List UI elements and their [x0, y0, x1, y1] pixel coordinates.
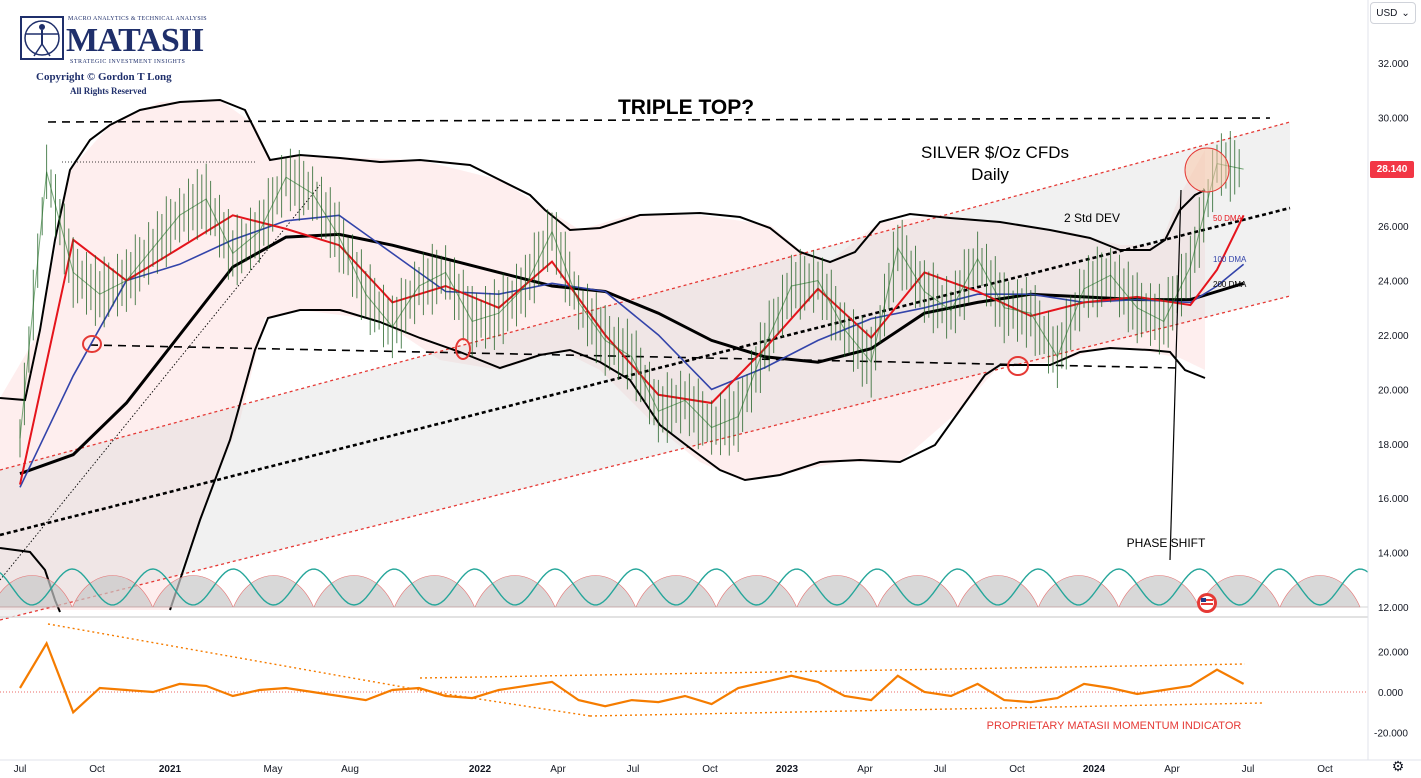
chevron-down-icon: ⌄ [1401, 7, 1410, 19]
y-tick-label: 12.000 [1378, 603, 1409, 614]
triple-top-heading: TRIPLE TOP? [618, 96, 754, 119]
logo-copyright: Copyright © Gordon T Long [36, 71, 172, 83]
logo-rights: All Rights Reserved [70, 86, 147, 96]
cycle-hump [313, 575, 395, 608]
x-tick-label: Jul [934, 764, 947, 775]
trend-dotted-thin [0, 184, 321, 581]
x-tick-label: Jul [627, 764, 640, 775]
momentum-upper-trend-2 [419, 663, 1246, 679]
currency-label: USD [1376, 7, 1398, 19]
low-marker-2 [455, 338, 471, 360]
momentum-upper-trend [47, 623, 421, 691]
phase-shift-line [1169, 189, 1182, 561]
cycle-hump [555, 575, 636, 608]
x-tick-label: 2023 [776, 764, 799, 775]
cycle-hump [394, 575, 475, 608]
chart-title: SILVER $/Oz CFDs [921, 143, 1069, 162]
x-tick-label: Apr [857, 764, 873, 775]
x-tick-label: Aug [341, 764, 359, 775]
chart-subtitle: Daily [971, 165, 1009, 184]
x-tick-label: Apr [1164, 764, 1180, 775]
x-tick-label: 2021 [159, 764, 182, 775]
cycle-hump [152, 575, 234, 608]
vitruvian-emblem-icon [20, 16, 64, 60]
last-price-tag: 28.140 [1370, 161, 1414, 178]
matasii-logo: MACRO ANALYTICS & TECHNICAL ANALYSIS MAT… [18, 14, 208, 102]
momentum-lower-trend-2 [589, 702, 1263, 717]
y-tick-label: 32.000 [1378, 59, 1409, 70]
x-tick-label: 2024 [1083, 764, 1106, 775]
momentum-lower-trend [419, 689, 591, 717]
cycle-hump [474, 575, 556, 608]
cycle-hump [796, 575, 878, 608]
y-tick-label: 14.000 [1378, 549, 1409, 560]
cycle-sine-line [0, 568, 1369, 606]
channel-upper [0, 121, 1291, 471]
y-tick-label: 20.000 [1378, 385, 1409, 396]
phase-shift-label: PHASE SHIFT [1127, 536, 1206, 550]
std-dev-label: 2 Std DEV [1064, 211, 1120, 225]
logo-tagline: STRATEGIC INVESTMENT INSIGHTS [70, 59, 186, 65]
cycle-hump [957, 575, 1039, 608]
us-flag-icon[interactable] [1197, 593, 1217, 613]
ma100-label: 100 DMA [1213, 255, 1247, 264]
ma200-label: 200 DMA [1213, 280, 1247, 289]
x-tick-label: Oct [1009, 764, 1025, 775]
x-tick-label: Oct [702, 764, 718, 775]
bollinger-band-fill [0, 100, 1205, 610]
cycle-hump [72, 575, 153, 608]
cycle-hump [1038, 575, 1119, 608]
x-tick-label: Oct [1317, 764, 1333, 775]
low-marker-1 [82, 335, 102, 353]
momentum-indicator-label: PROPRIETARY MATASII MOMENTUM INDICATOR [987, 720, 1242, 732]
cycle-indicator [0, 568, 1369, 608]
momentum-y-tick-label: 20.000 [1378, 648, 1409, 659]
y-tick-label: 18.000 [1378, 440, 1409, 451]
x-tick-label: 2022 [469, 764, 492, 775]
x-tick-label: Apr [550, 764, 566, 775]
momentum-y-tick-label: 0.000 [1378, 688, 1403, 699]
x-tick-label: May [264, 764, 283, 775]
cycle-hump [1279, 575, 1361, 608]
momentum-y-tick-label: -20.000 [1374, 729, 1408, 740]
low-marker-3 [1007, 356, 1029, 376]
cycle-hump [1118, 575, 1200, 608]
logo-small-line: MACRO ANALYTICS & TECHNICAL ANALYSIS [68, 16, 207, 22]
bollinger-upper [0, 98, 1206, 402]
cycle-hump [716, 575, 797, 608]
cycle-hump [233, 575, 314, 608]
gear-icon[interactable]: ⚙ [1391, 758, 1405, 774]
x-tick-label: Jul [14, 764, 27, 775]
top-marker [1184, 147, 1230, 193]
ma50-label: 50 DMA [1213, 214, 1243, 223]
cycle-hump [877, 575, 958, 608]
cycle-hump [635, 575, 717, 608]
y-tick-label: 30.000 [1378, 113, 1409, 124]
x-axis: Jul Oct 2021 May Aug 2022 Apr Jul Oct 2023 Apr Jul O… [14, 764, 1333, 775]
momentum-line [19, 640, 1245, 715]
x-tick-label: Jul [1242, 764, 1255, 775]
logo-brand: MATASII [66, 22, 204, 59]
y-tick-label: 24.000 [1378, 277, 1409, 288]
y-tick-label: 22.000 [1378, 331, 1409, 342]
y-tick-label: 16.000 [1378, 494, 1409, 505]
x-tick-label: Oct [89, 764, 105, 775]
currency-selector[interactable]: USD ⌄ [1370, 2, 1416, 24]
y-tick-label: 26.000 [1378, 222, 1409, 233]
